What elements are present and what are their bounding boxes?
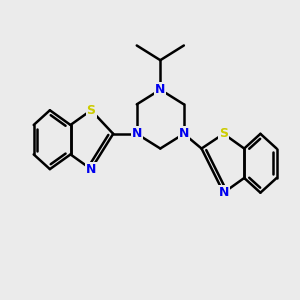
Text: N: N (218, 186, 229, 199)
Text: N: N (155, 83, 166, 96)
Text: N: N (179, 127, 189, 140)
Text: N: N (132, 127, 142, 140)
Text: S: S (219, 127, 228, 140)
Text: N: N (86, 163, 96, 176)
Text: S: S (87, 104, 96, 117)
